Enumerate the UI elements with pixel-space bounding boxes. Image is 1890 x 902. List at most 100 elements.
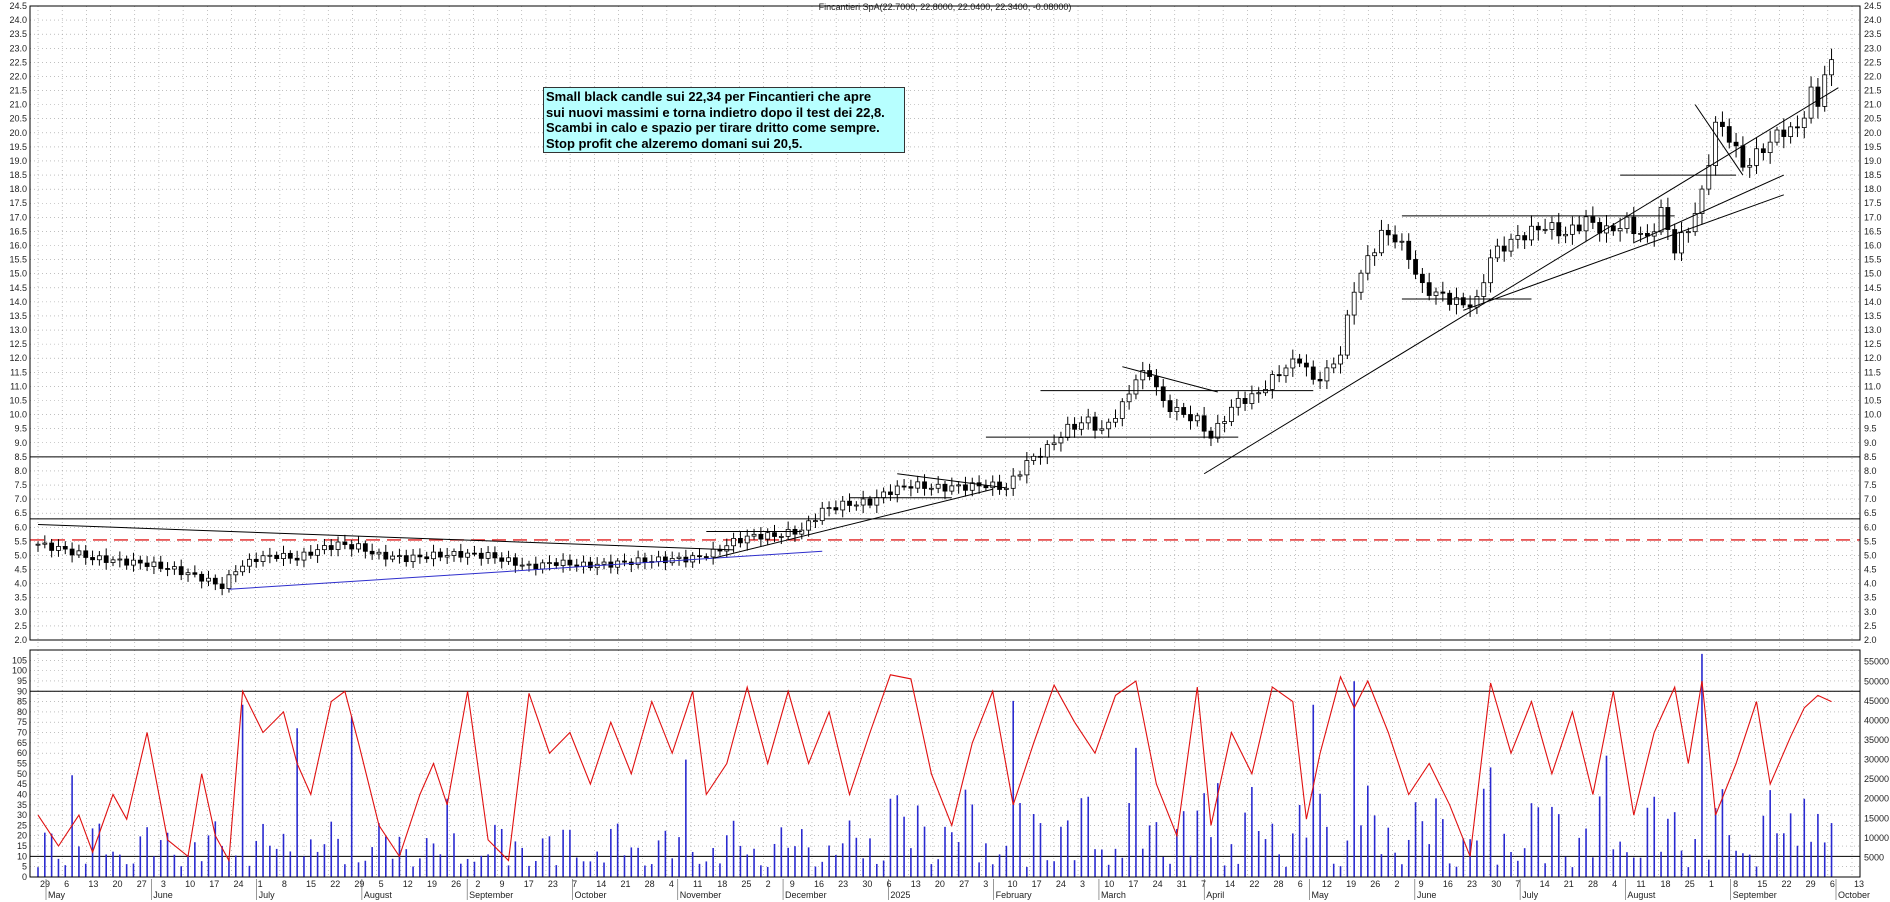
price-tick-left: 6.0 (14, 522, 27, 532)
candle-body (1726, 126, 1732, 143)
candle-body (860, 498, 866, 506)
candle-body (226, 574, 232, 589)
oscillator (37, 674, 1832, 863)
price-panel-frame (29, 5, 1861, 641)
candle-body (260, 555, 266, 562)
candle-body (376, 551, 382, 555)
price-levels (30, 456, 1860, 857)
candle-body (1610, 225, 1616, 232)
candle-body (1201, 415, 1207, 432)
candle-body (49, 542, 55, 551)
day-tick: 3 (161, 879, 166, 889)
candle-body (417, 554, 423, 558)
price-tick-left: 21.5 (9, 86, 27, 96)
volume-tick-right: 35000 (1864, 735, 1889, 745)
candle-body (1740, 145, 1746, 168)
candle-body (349, 544, 355, 550)
candle-body (1617, 228, 1623, 232)
price-tick-left: 6.5 (14, 508, 27, 518)
candle-body (1290, 358, 1296, 369)
candle-body (894, 485, 900, 495)
candle-body (581, 561, 586, 567)
price-tick-left: 2.5 (14, 621, 27, 631)
price-tick-left: 4.0 (14, 579, 27, 589)
candle-body (1672, 229, 1678, 254)
price-tick-left: 13.0 (9, 325, 27, 335)
candle-body (853, 504, 859, 507)
volume-tick-right: 10000 (1864, 833, 1889, 843)
candle-body (765, 532, 771, 540)
candle-body (369, 550, 375, 555)
candle-body (785, 528, 791, 537)
price-tick-right: 10.5 (1864, 395, 1882, 405)
indicator-tick-left: 85 (17, 697, 27, 707)
day-tick: 10 (1104, 879, 1114, 889)
price-tick-left: 17.5 (9, 198, 27, 208)
candle-body (1706, 165, 1712, 190)
day-tick: 24 (1056, 879, 1066, 889)
price-tick-right: 10.0 (1864, 410, 1882, 420)
candle-body (1160, 386, 1166, 401)
day-tick: 16 (1443, 879, 1453, 889)
candle-body (76, 550, 82, 556)
day-tick: 20 (935, 879, 945, 889)
candle-body (315, 549, 321, 556)
annotation-line: Small black candle sui 22,34 per Fincant… (546, 89, 872, 104)
candle-body (915, 481, 921, 489)
candle-body (1815, 86, 1821, 107)
day-tick: 14 (1540, 879, 1550, 889)
candle-body (806, 520, 812, 531)
price-tick-right: 12.0 (1864, 353, 1882, 363)
price-tick-left: 24.0 (9, 15, 27, 25)
day-tick: 26 (451, 879, 461, 889)
trendline (1633, 174, 1785, 244)
candle-body (1494, 245, 1500, 259)
candle-body (1808, 86, 1814, 119)
trendline (897, 473, 1007, 489)
candle-body (1638, 232, 1643, 235)
candle-body (1324, 367, 1330, 382)
candle-body (1542, 228, 1548, 231)
candle-body (1154, 376, 1159, 388)
candle-body (833, 507, 839, 511)
candle-body (1829, 59, 1834, 76)
candle-body (1003, 487, 1009, 490)
candle-body (690, 555, 696, 563)
indicator-tick-left: 65 (17, 738, 27, 748)
price-tick-right: 5.0 (1864, 550, 1877, 560)
day-tick: 14 (1225, 879, 1235, 889)
volume-tick-right: 45000 (1864, 696, 1889, 706)
price-tick-left: 20.5 (9, 114, 27, 124)
price-tick-right: 20.0 (1864, 128, 1882, 138)
day-tick: 6 (1830, 879, 1835, 889)
candle-body (1774, 129, 1780, 143)
candle-body (1413, 259, 1418, 275)
annotation-line: Scambi in calo e spazio per tirare dritt… (546, 120, 880, 135)
candle-body (1488, 257, 1493, 284)
panel-frames (29, 5, 1861, 878)
annotation-line: sui nuovi massimi e torna indietro dopo … (546, 104, 885, 120)
candle-body (990, 481, 996, 489)
trendline (1122, 366, 1218, 393)
month-tick: June (153, 890, 173, 900)
candle-body (499, 557, 505, 562)
candle-body (772, 532, 777, 537)
day-tick: 24 (1153, 879, 1163, 889)
candle-body (1631, 216, 1637, 235)
candle-body (1269, 374, 1275, 390)
candle-body (840, 500, 846, 511)
day-tick: 24 (233, 879, 243, 889)
candle-body (1126, 393, 1132, 403)
candle-body (1099, 428, 1105, 431)
price-tick-left: 14.0 (9, 297, 27, 307)
candle-body (137, 559, 143, 564)
candle-body (1188, 414, 1193, 422)
price-tick-right: 21.0 (1864, 100, 1882, 110)
annotation-line: Stop profit che alzeremo domani sui 20,5… (546, 135, 803, 151)
candle-body (1283, 367, 1289, 377)
candle-body (1399, 240, 1405, 243)
day-tick: 17 (1032, 879, 1042, 889)
month-tick: September (1733, 890, 1777, 900)
candle-body (662, 556, 668, 564)
candle-body (308, 551, 314, 556)
